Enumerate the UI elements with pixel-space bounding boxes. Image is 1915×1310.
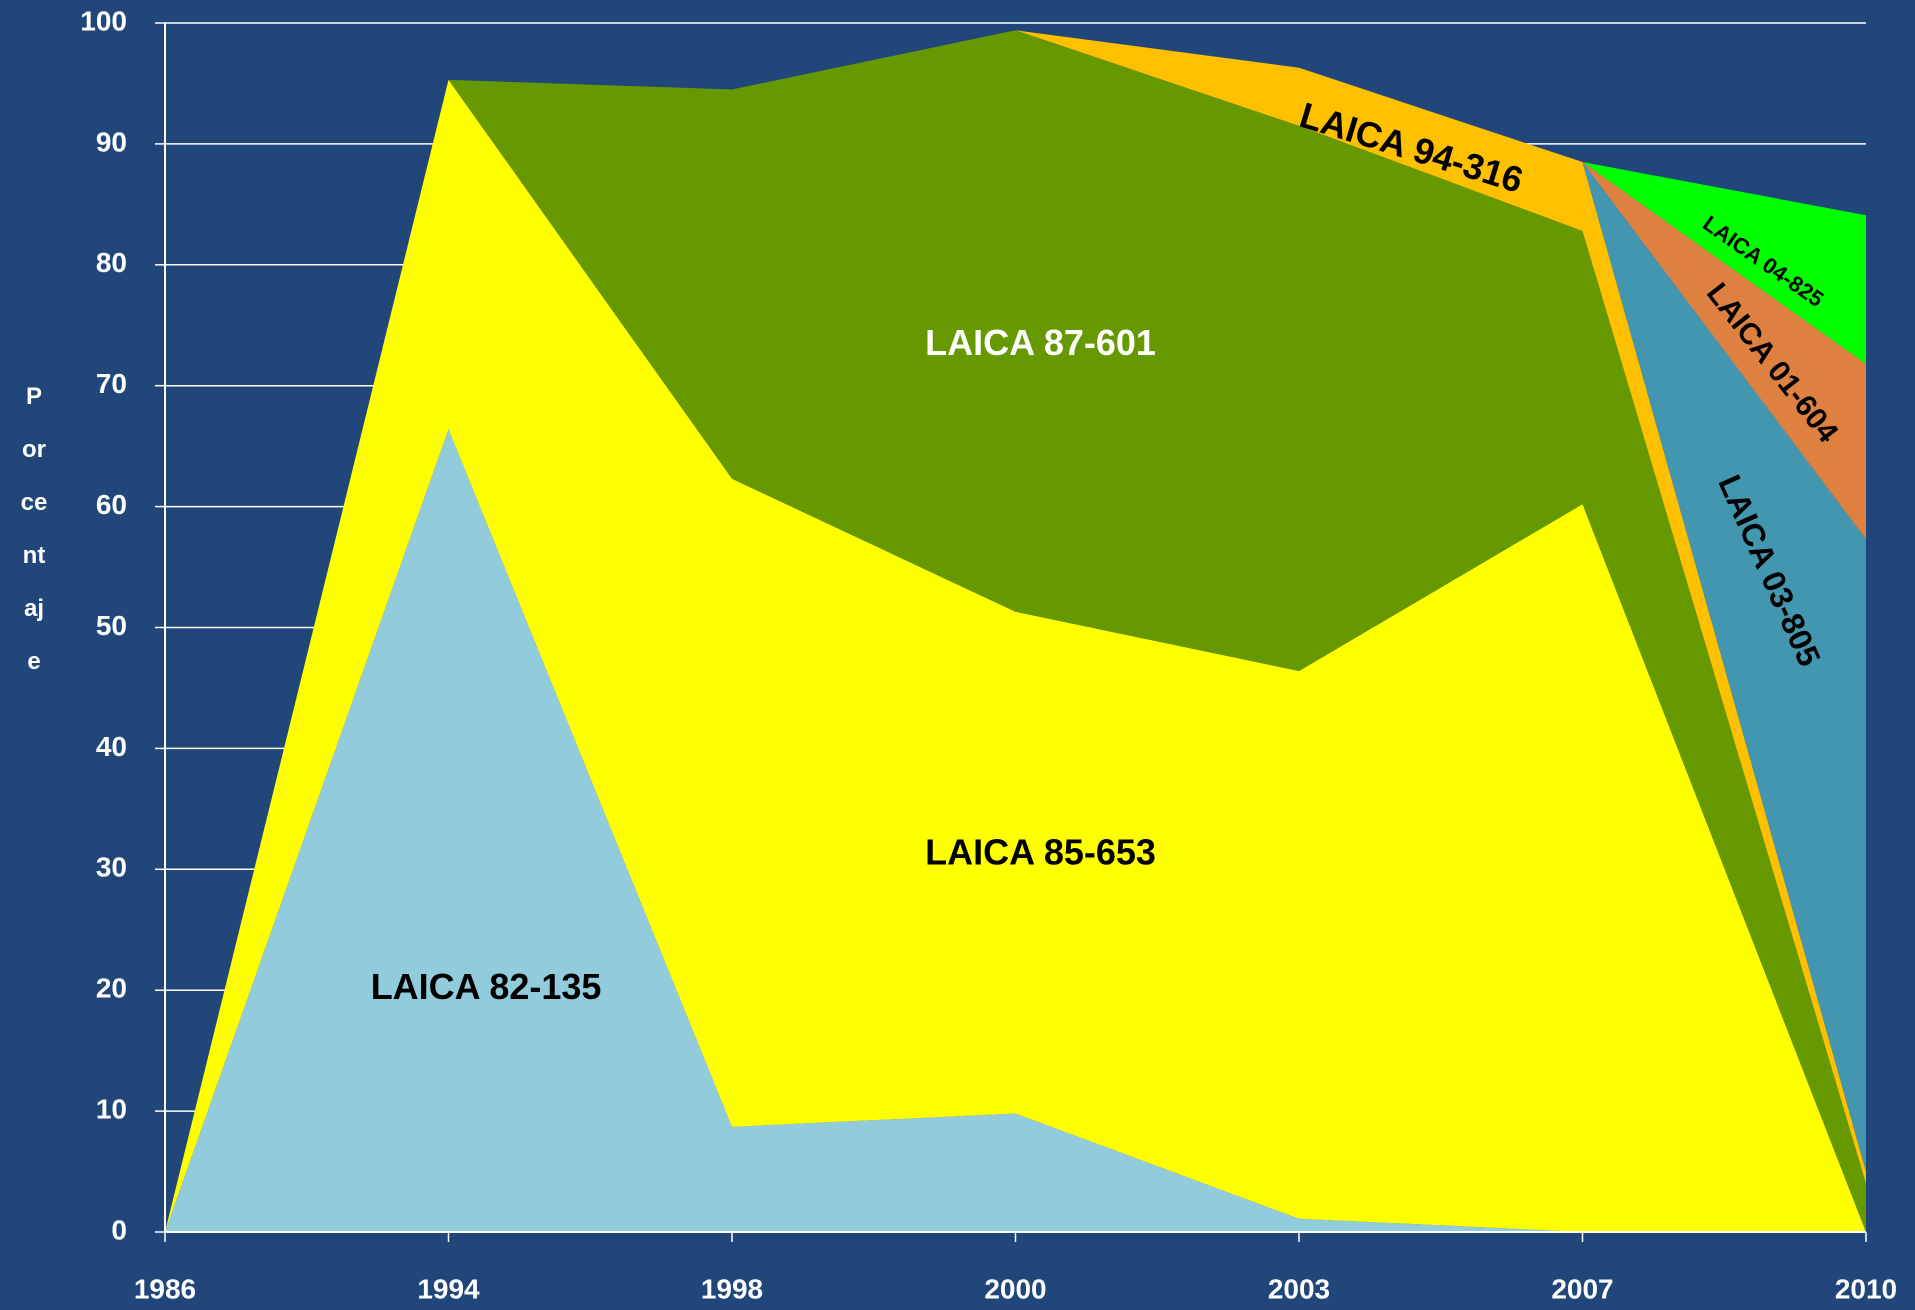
y-tick-label: 0 — [111, 1214, 127, 1245]
area — [165, 30, 1866, 1232]
x-tick-label: 2010 — [1835, 1273, 1897, 1304]
y-tick-label: 70 — [96, 368, 127, 399]
y-tick-label: 10 — [96, 1093, 127, 1124]
x-tick-label: 2000 — [984, 1273, 1046, 1304]
y-tick-label: 80 — [96, 247, 127, 278]
y-axis-label: Porcentaje — [20, 383, 48, 675]
x-tick-label: 2007 — [1551, 1273, 1613, 1304]
x-tick-label: 2003 — [1268, 1273, 1330, 1304]
x-tick-label: 1998 — [701, 1273, 763, 1304]
y-tick-label: 30 — [96, 852, 127, 883]
y-tick-label: 40 — [96, 731, 127, 762]
y-tick-label: 100 — [80, 5, 127, 36]
y-tick-label: 60 — [96, 489, 127, 520]
x-tick-label: 1986 — [134, 1273, 196, 1304]
series-label: LAICA 87-601 — [925, 322, 1156, 363]
area — [165, 429, 1866, 1232]
area — [165, 79, 1866, 1232]
y-tick-label: 50 — [96, 610, 127, 641]
series-label: LAICA 85-653 — [925, 831, 1156, 872]
series-label: LAICA 82-135 — [371, 966, 602, 1007]
y-tick-label: 90 — [96, 126, 127, 157]
x-tick-label: 1994 — [417, 1273, 480, 1304]
y-tick-label: 20 — [96, 973, 127, 1004]
